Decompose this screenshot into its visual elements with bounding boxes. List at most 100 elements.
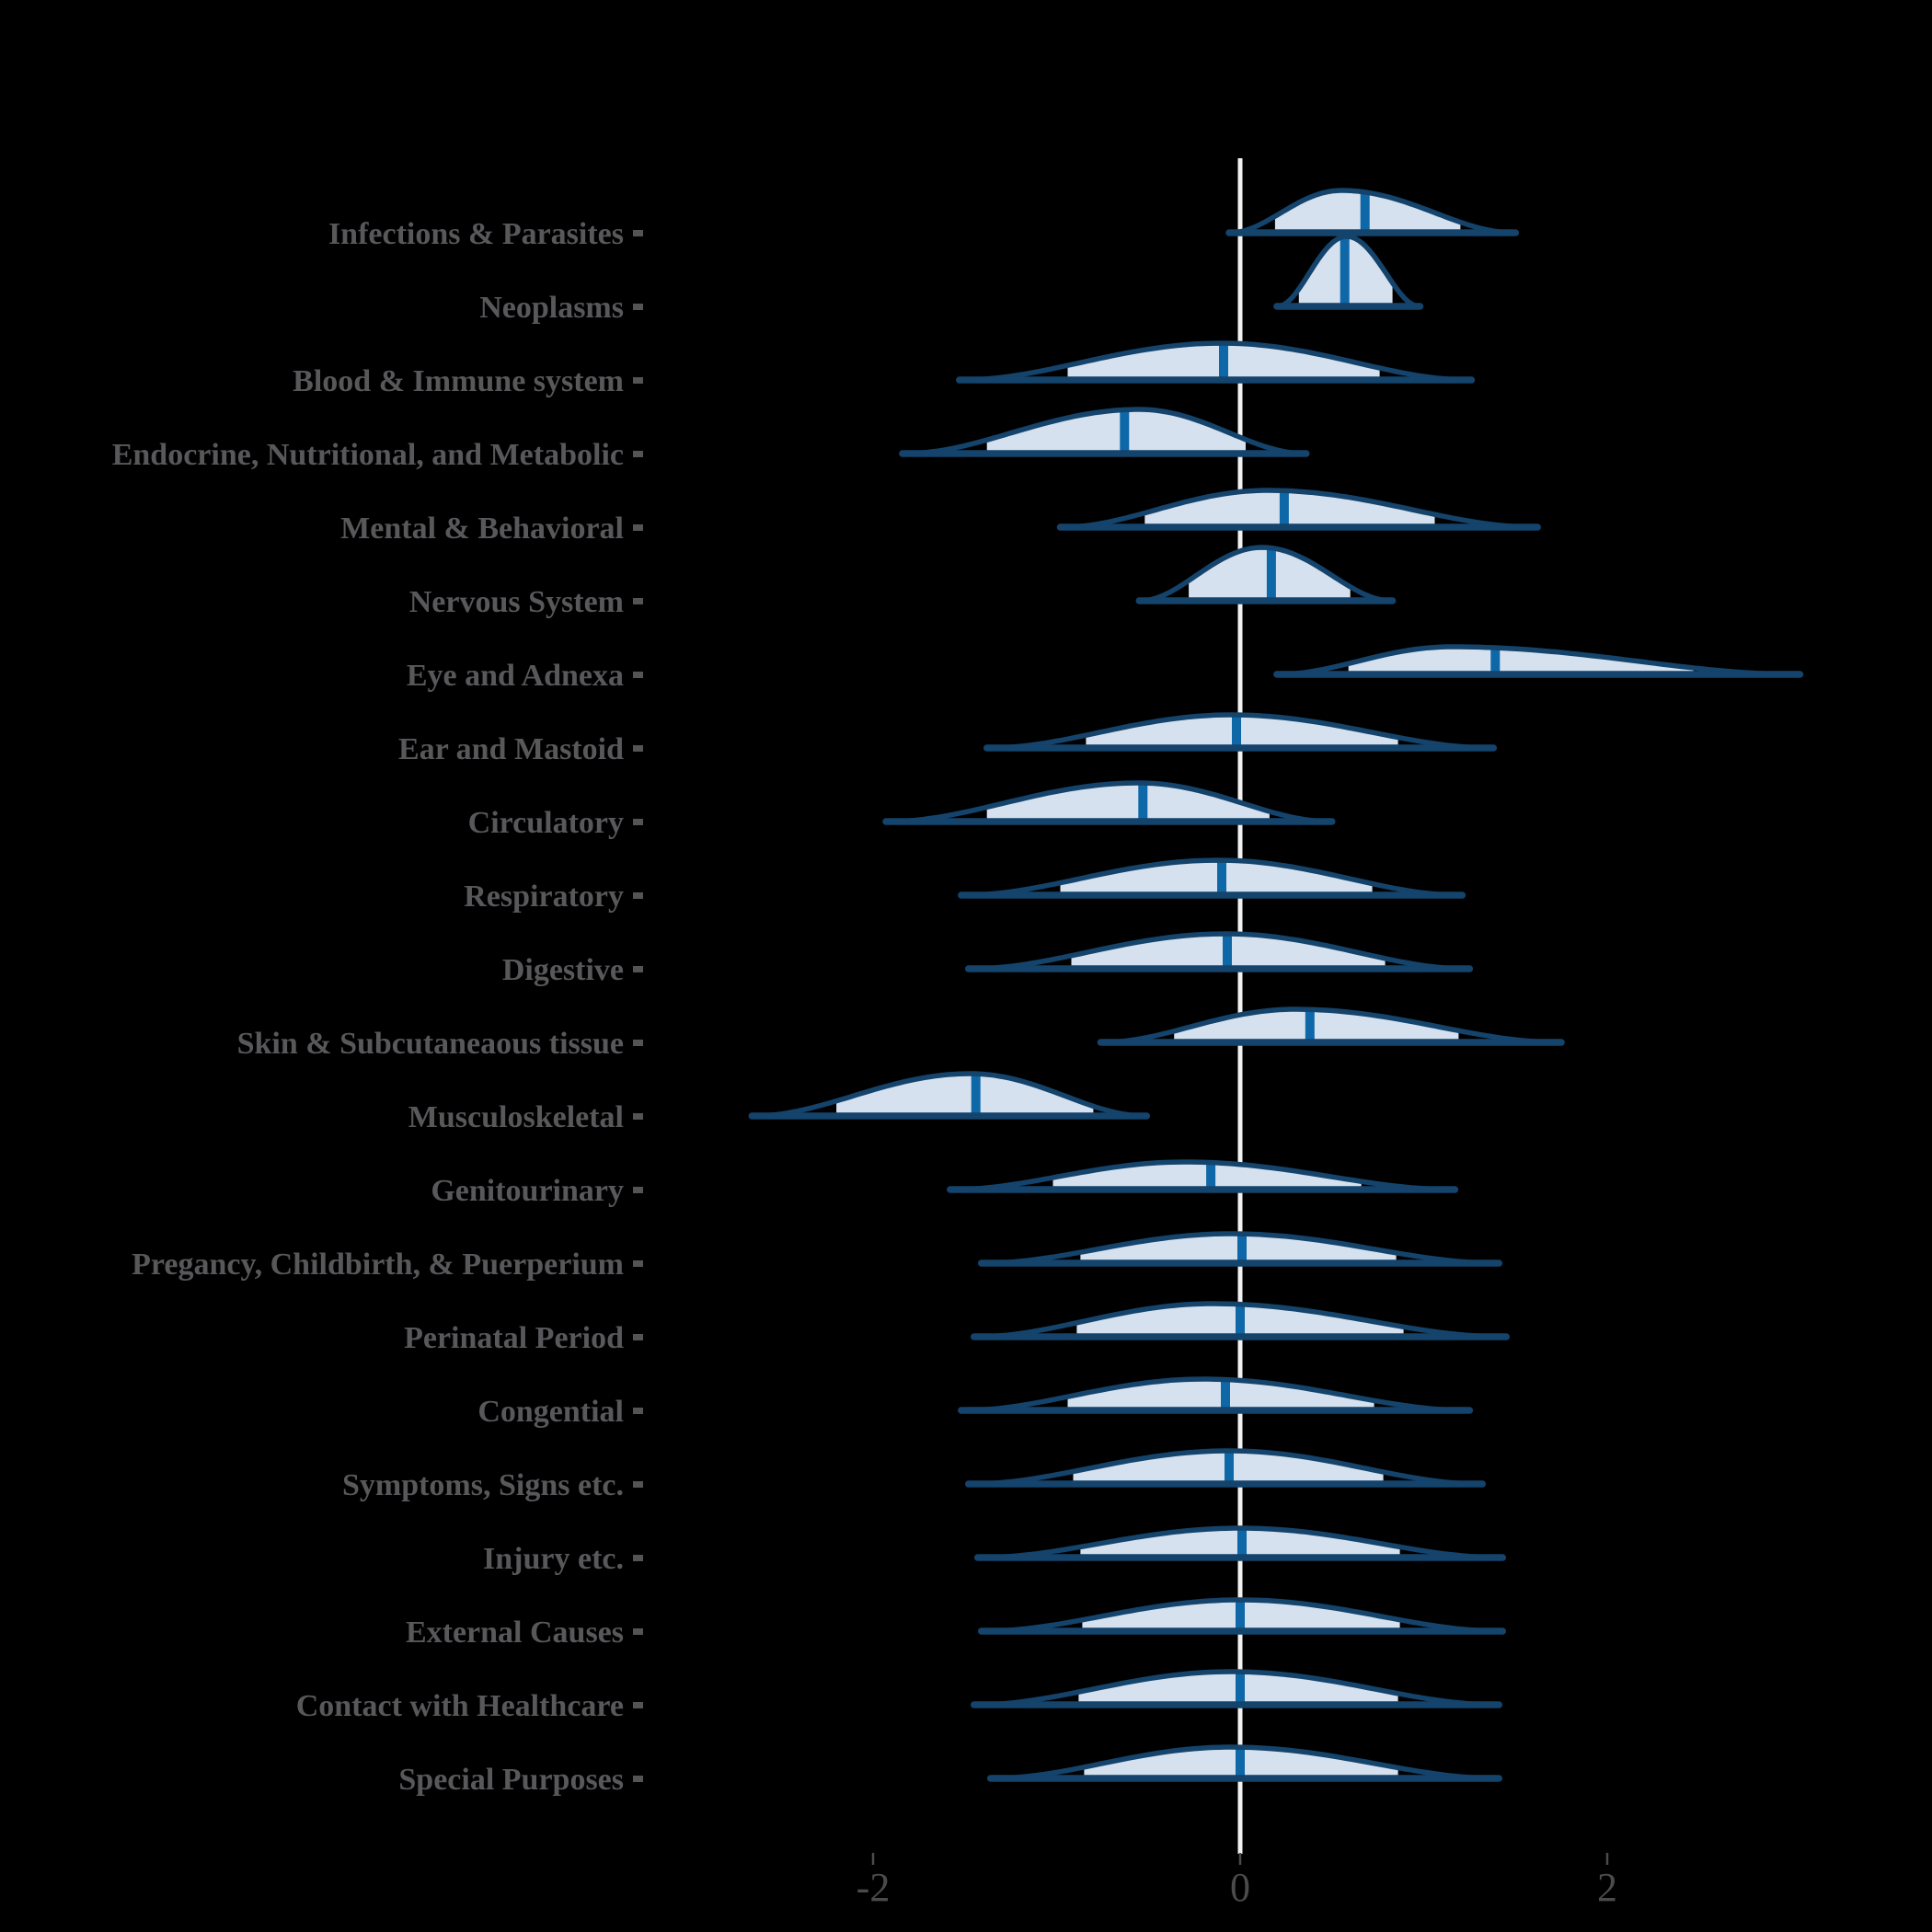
median-bar (1279, 490, 1289, 527)
violin-ear-and-mastoid (983, 712, 1498, 752)
category-label-external-causes: External Causes (406, 1616, 624, 1650)
category-axis-tick (633, 1408, 643, 1414)
violin-outline (965, 931, 1473, 972)
violin-fill (1348, 647, 1694, 674)
violin-nervous-system (1135, 545, 1397, 604)
violin-blood-immune-system (956, 340, 1476, 384)
violin-outline (971, 1669, 1502, 1708)
median-bar (1120, 409, 1130, 454)
category-label-mental-behavioral: Mental & Behavioral (340, 512, 624, 546)
violin-outline (957, 340, 1475, 383)
median-bar (1221, 1379, 1230, 1410)
category-axis-tick (633, 1481, 643, 1488)
category-axis-tick (633, 745, 643, 752)
category-label-genitourinary: Genitourinary (431, 1174, 624, 1208)
violin-outline (1274, 234, 1423, 309)
violin-outline (1136, 545, 1396, 604)
violin-special-purposes (986, 1744, 1503, 1782)
violin-outline (965, 1448, 1486, 1487)
violin-outline (983, 712, 1497, 751)
violin-skin-subcutaneaous-tissue (1097, 1006, 1565, 1046)
violin-genitourinary (947, 1159, 1459, 1193)
category-label-eye-and-adnexa: Eye and Adnexa (407, 659, 624, 693)
category-axis-tick (633, 230, 643, 236)
violin-injury-etc (973, 1525, 1507, 1561)
median-bar (1236, 1600, 1245, 1631)
violin-digestive (964, 931, 1474, 972)
category-axis-tick (633, 598, 643, 604)
category-label-pregancy-childbirth-puerperium: Pregancy, Childbirth, & Puerperium (132, 1248, 624, 1282)
category-axis-tick (633, 819, 643, 825)
category-label-circulatory: Circulatory (468, 806, 624, 840)
median-bar (1237, 1528, 1247, 1558)
x-tick-label-2: 2 (1597, 1865, 1617, 1910)
category-axis-tick (633, 451, 643, 457)
category-axis-tick (633, 892, 643, 899)
violin-outline (749, 1071, 1150, 1119)
median-bar (1266, 547, 1276, 601)
violin-outline (948, 1159, 1458, 1192)
violin-eye-and-adnexa (1273, 644, 1804, 678)
median-bar (1236, 1747, 1245, 1778)
violin-outline (1057, 488, 1540, 530)
category-label-nervous-system: Nervous System (409, 585, 624, 619)
median-bar (1223, 934, 1232, 969)
violin-outline (971, 1301, 1510, 1340)
category-axis-tick (633, 1040, 643, 1046)
category-label-endocrine-nutritional-and-metabolic: Endocrine, Nutritional, and Metabolic (112, 438, 624, 472)
category-label-ear-and-mastoid: Ear and Mastoid (398, 732, 624, 766)
category-label-respiratory: Respiratory (464, 880, 624, 914)
violin-outline (1274, 644, 1803, 677)
category-label-injury-etc: Injury etc. (483, 1542, 624, 1576)
median-bar (1340, 236, 1350, 306)
violin-fill (986, 409, 1246, 454)
violin-outline (987, 1744, 1502, 1781)
violin-perinatal-period (970, 1301, 1511, 1340)
violin-endocrine-nutritional-and-metabolic (899, 407, 1310, 457)
violin-outline (978, 1597, 1506, 1634)
category-label-infections-parasites: Infections & Parasites (328, 217, 624, 251)
category-label-neoplasms: Neoplasms (479, 291, 624, 325)
category-axis-tick (633, 1187, 643, 1193)
category-label-contact-with-healthcare: Contact with Healthcare (296, 1689, 624, 1723)
category-axis-tick (633, 1702, 643, 1708)
violin-outline (1098, 1006, 1564, 1045)
median-bar (1232, 715, 1241, 748)
violin-mental-behavioral (1056, 488, 1541, 531)
violin-musculoskeletal (748, 1071, 1151, 1120)
median-bar (1236, 1304, 1245, 1337)
violin-respiratory (958, 857, 1466, 899)
category-axis-tick (633, 1334, 643, 1340)
violin-outline (900, 407, 1309, 456)
category-axis-tick (633, 524, 643, 531)
violin-circulatory (882, 780, 1336, 825)
median-bar (1236, 1672, 1245, 1705)
violin-outline (978, 1231, 1502, 1266)
median-bar (1217, 860, 1226, 895)
category-axis-tick (633, 1113, 643, 1120)
median-bar (1237, 1234, 1247, 1263)
violin-neoplasms (1273, 234, 1424, 310)
category-label-blood-immune-system: Blood & Immune system (293, 364, 624, 398)
median-bar (1225, 1451, 1234, 1484)
category-axis-tick (633, 966, 643, 972)
category-axis-tick (633, 1260, 643, 1267)
category-label-musculoskeletal: Musculoskeletal (408, 1100, 624, 1134)
violin-symptoms-signs-etc (964, 1448, 1487, 1488)
violin-outline (883, 780, 1335, 824)
violin-external-causes (977, 1597, 1507, 1635)
violin-pregancy-childbirth-puerperium (977, 1231, 1503, 1267)
category-axis-tick (633, 1628, 643, 1635)
median-bar (1206, 1162, 1216, 1190)
median-bar (1360, 191, 1370, 233)
violin-infections-parasites (1225, 188, 1520, 236)
category-axis-tick (633, 672, 643, 678)
category-label-digestive: Digestive (502, 953, 624, 987)
category-label-congential: Congential (477, 1395, 624, 1429)
category-axis-tick (633, 1555, 643, 1561)
x-tick-label-0: 0 (1230, 1865, 1250, 1910)
category-label-special-purposes: Special Purposes (398, 1763, 624, 1797)
